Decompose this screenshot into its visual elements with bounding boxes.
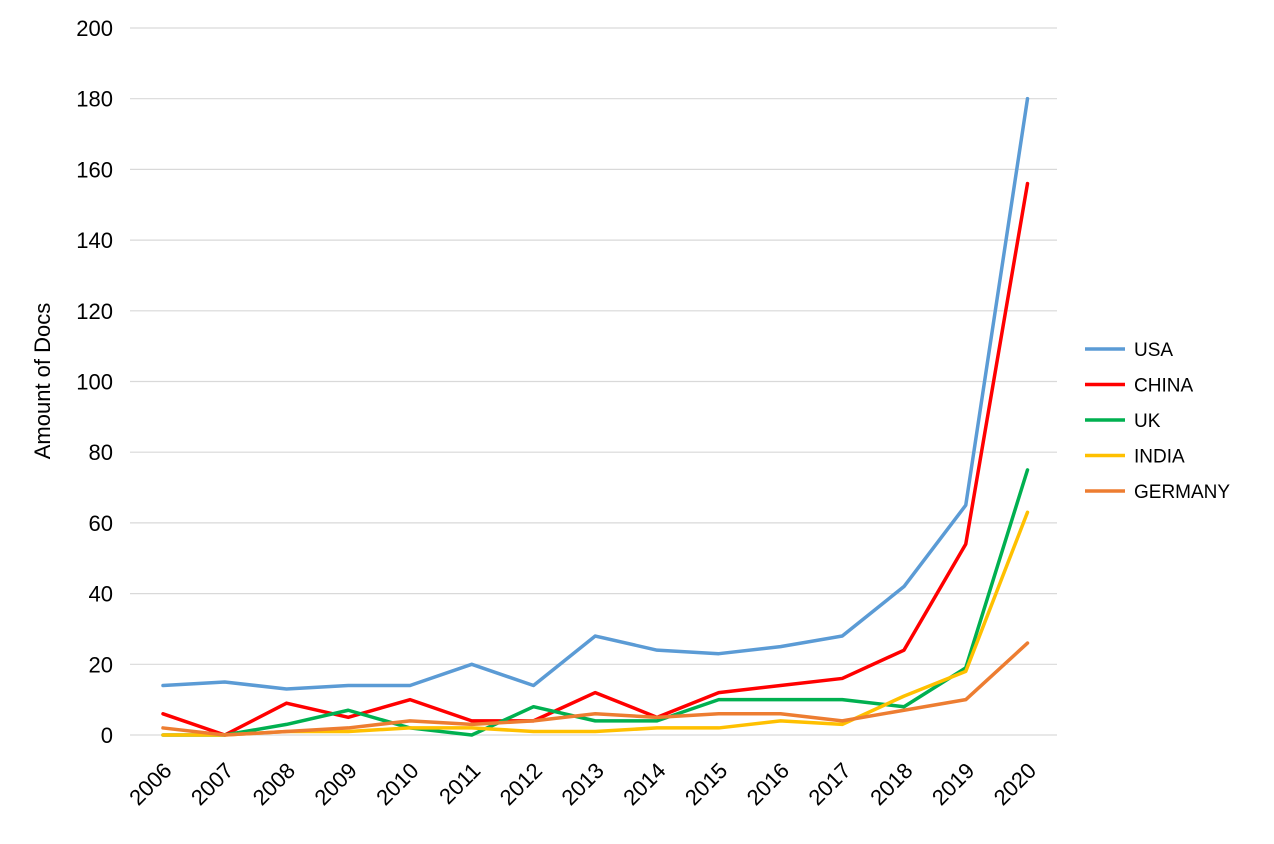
y-tick-label: 40 bbox=[89, 582, 113, 607]
x-tick-label: 2009 bbox=[309, 758, 361, 810]
y-axis-title: Amount of Docs bbox=[30, 303, 55, 460]
legend-label-china: CHINA bbox=[1134, 376, 1193, 397]
legend-label-india: INDIA bbox=[1134, 447, 1185, 468]
x-tick-label: 2011 bbox=[434, 758, 485, 809]
x-tick-label: 2006 bbox=[124, 758, 176, 810]
x-tick-label: 2016 bbox=[742, 758, 794, 810]
y-tick-label: 180 bbox=[76, 87, 113, 112]
y-tick-label: 200 bbox=[76, 16, 113, 41]
x-tick-label: 2015 bbox=[680, 758, 732, 810]
x-tick-label: 2012 bbox=[495, 758, 547, 810]
legend-label-uk: UK bbox=[1134, 411, 1161, 432]
series-lines bbox=[161, 96, 1030, 737]
y-axis-ticks: 0 20 40 60 80 100 120 140 160 180 200 bbox=[76, 16, 113, 748]
y-tick-label: 20 bbox=[89, 652, 113, 677]
legend-label-germany: GERMANY bbox=[1134, 482, 1230, 503]
legend-label-usa: USA bbox=[1134, 340, 1173, 361]
series-line-uk bbox=[161, 468, 1030, 737]
x-tick-label: 2019 bbox=[927, 758, 979, 810]
legend: USA CHINA UK INDIA GERMANY bbox=[1085, 340, 1230, 503]
y-tick-label: 100 bbox=[76, 370, 113, 395]
y-tick-label: 60 bbox=[89, 511, 113, 536]
y-tick-label: 0 bbox=[101, 723, 113, 748]
series-line-germany bbox=[161, 641, 1030, 737]
x-tick-label: 2020 bbox=[989, 758, 1041, 810]
series-line-china bbox=[161, 181, 1030, 737]
x-tick-label: 2008 bbox=[248, 758, 300, 810]
x-tick-label: 2018 bbox=[865, 758, 917, 810]
x-tick-label: 2007 bbox=[186, 758, 238, 810]
y-tick-label: 160 bbox=[76, 157, 113, 182]
series-line-usa bbox=[161, 96, 1030, 691]
y-tick-label: 120 bbox=[76, 299, 113, 324]
x-tick-label: 2014 bbox=[618, 758, 670, 810]
x-tick-label: 2013 bbox=[556, 758, 608, 810]
y-tick-label: 140 bbox=[76, 228, 113, 253]
y-tick-label: 80 bbox=[89, 440, 113, 465]
x-tick-label: 2010 bbox=[371, 758, 423, 810]
gridlines bbox=[130, 27, 1057, 736]
x-tick-label: 2017 bbox=[803, 758, 855, 810]
series-line-india bbox=[161, 510, 1030, 737]
x-axis-ticks: 2006 2007 2008 2009 2010 2011 2012 2013 2014 2015… bbox=[124, 758, 1041, 810]
